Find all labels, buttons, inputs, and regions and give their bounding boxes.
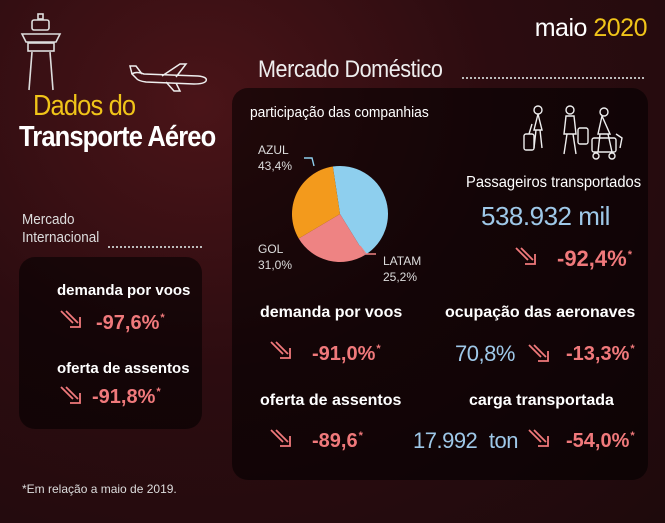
control-tower-icon: [20, 13, 62, 91]
dom-demanda-value: -91,0%*: [312, 343, 381, 365]
airplane-icon: [129, 63, 208, 92]
market-share-pie: [292, 166, 388, 262]
pie-label-gol: GOL 31,0%: [258, 241, 292, 273]
share-chart-title: participação das companhias: [250, 104, 429, 121]
domestic-section-title: Mercado Doméstico: [258, 56, 443, 83]
international-panel: [19, 257, 202, 429]
down-arrow-icon: [515, 247, 536, 265]
pie-label-azul: AZUL 43,4%: [258, 142, 292, 174]
cargo-amount: 17.992: [413, 428, 478, 453]
cargo-label: carga transportada: [469, 392, 614, 409]
report-date: maio 2020: [534, 14, 648, 43]
international-section-label: Mercado Internacional: [22, 211, 99, 247]
down-arrow-icon: [60, 310, 81, 328]
down-arrow-icon: [528, 429, 549, 447]
cargo-value: 17.992 ton: [413, 428, 519, 454]
pie-slice-gol: [292, 166, 340, 239]
down-arrow-icon: [270, 429, 291, 447]
intl-oferta-label: oferta de assentos: [57, 360, 190, 377]
cargo-change: -54,0%*: [566, 430, 635, 452]
international-label-divider: [108, 246, 202, 248]
occupancy-value: 70,8%: [455, 341, 515, 366]
pie-label-gol-name: GOL: [258, 242, 284, 256]
occupancy-change: -13,3%*: [566, 343, 635, 365]
pie-slice-latam: [298, 214, 366, 262]
pie-label-gol-value: 31,0%: [258, 258, 293, 272]
down-arrow-icon: [528, 344, 549, 362]
footnote: *Em relação a maio de 2019.: [22, 482, 177, 496]
down-arrow-icon: [60, 386, 81, 404]
cargo-unit: ton: [488, 428, 519, 453]
dom-oferta-label: oferta de assentos: [260, 392, 402, 409]
occupancy-label: ocupação das aeronaves: [445, 304, 636, 321]
main-title-line1: Dados do: [33, 90, 136, 122]
pie-label-azul-value: 43,4%: [258, 159, 293, 173]
down-arrow-icon: [270, 341, 291, 359]
pie-label-latam: LATAM 25,2%: [383, 253, 421, 285]
intl-demanda-label: demanda por voos: [57, 282, 191, 299]
travelers-icon: [523, 105, 623, 160]
main-title-line2: Transporte Aéreo: [19, 121, 216, 153]
date-month: maio: [534, 14, 588, 42]
pie-slice-azul: [332, 166, 388, 255]
international-label-line1: Mercado: [22, 211, 75, 228]
date-year: 2020: [593, 14, 647, 42]
passengers-value: 538.932 mil: [481, 201, 610, 231]
domestic-panel: [232, 88, 648, 480]
pie-label-azul-name: AZUL: [258, 143, 289, 157]
pie-label-latam-name: LATAM: [383, 254, 422, 268]
intl-demanda-value: -97,6%*: [96, 312, 165, 334]
dom-oferta-value: -89,6*: [312, 430, 363, 452]
pie-label-latam-value: 25,2%: [383, 270, 418, 284]
international-label-line2: Internacional: [22, 229, 100, 246]
intl-oferta-value: -91,8%*: [92, 386, 161, 408]
passengers-label: Passageiros transportados: [466, 174, 642, 191]
dom-demanda-label: demanda por voos: [260, 304, 403, 321]
domestic-title-divider: [462, 77, 644, 79]
passengers-change: -92,4%*: [557, 246, 632, 271]
